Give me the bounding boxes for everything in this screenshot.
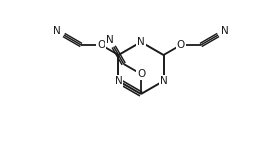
Text: N: N <box>160 76 167 86</box>
Text: N: N <box>137 37 145 47</box>
Text: O: O <box>97 40 105 50</box>
Text: N: N <box>115 76 122 86</box>
Text: O: O <box>177 40 185 50</box>
Text: N: N <box>106 35 113 45</box>
Text: N: N <box>53 26 61 36</box>
Text: N: N <box>221 26 229 36</box>
Text: O: O <box>137 69 145 79</box>
